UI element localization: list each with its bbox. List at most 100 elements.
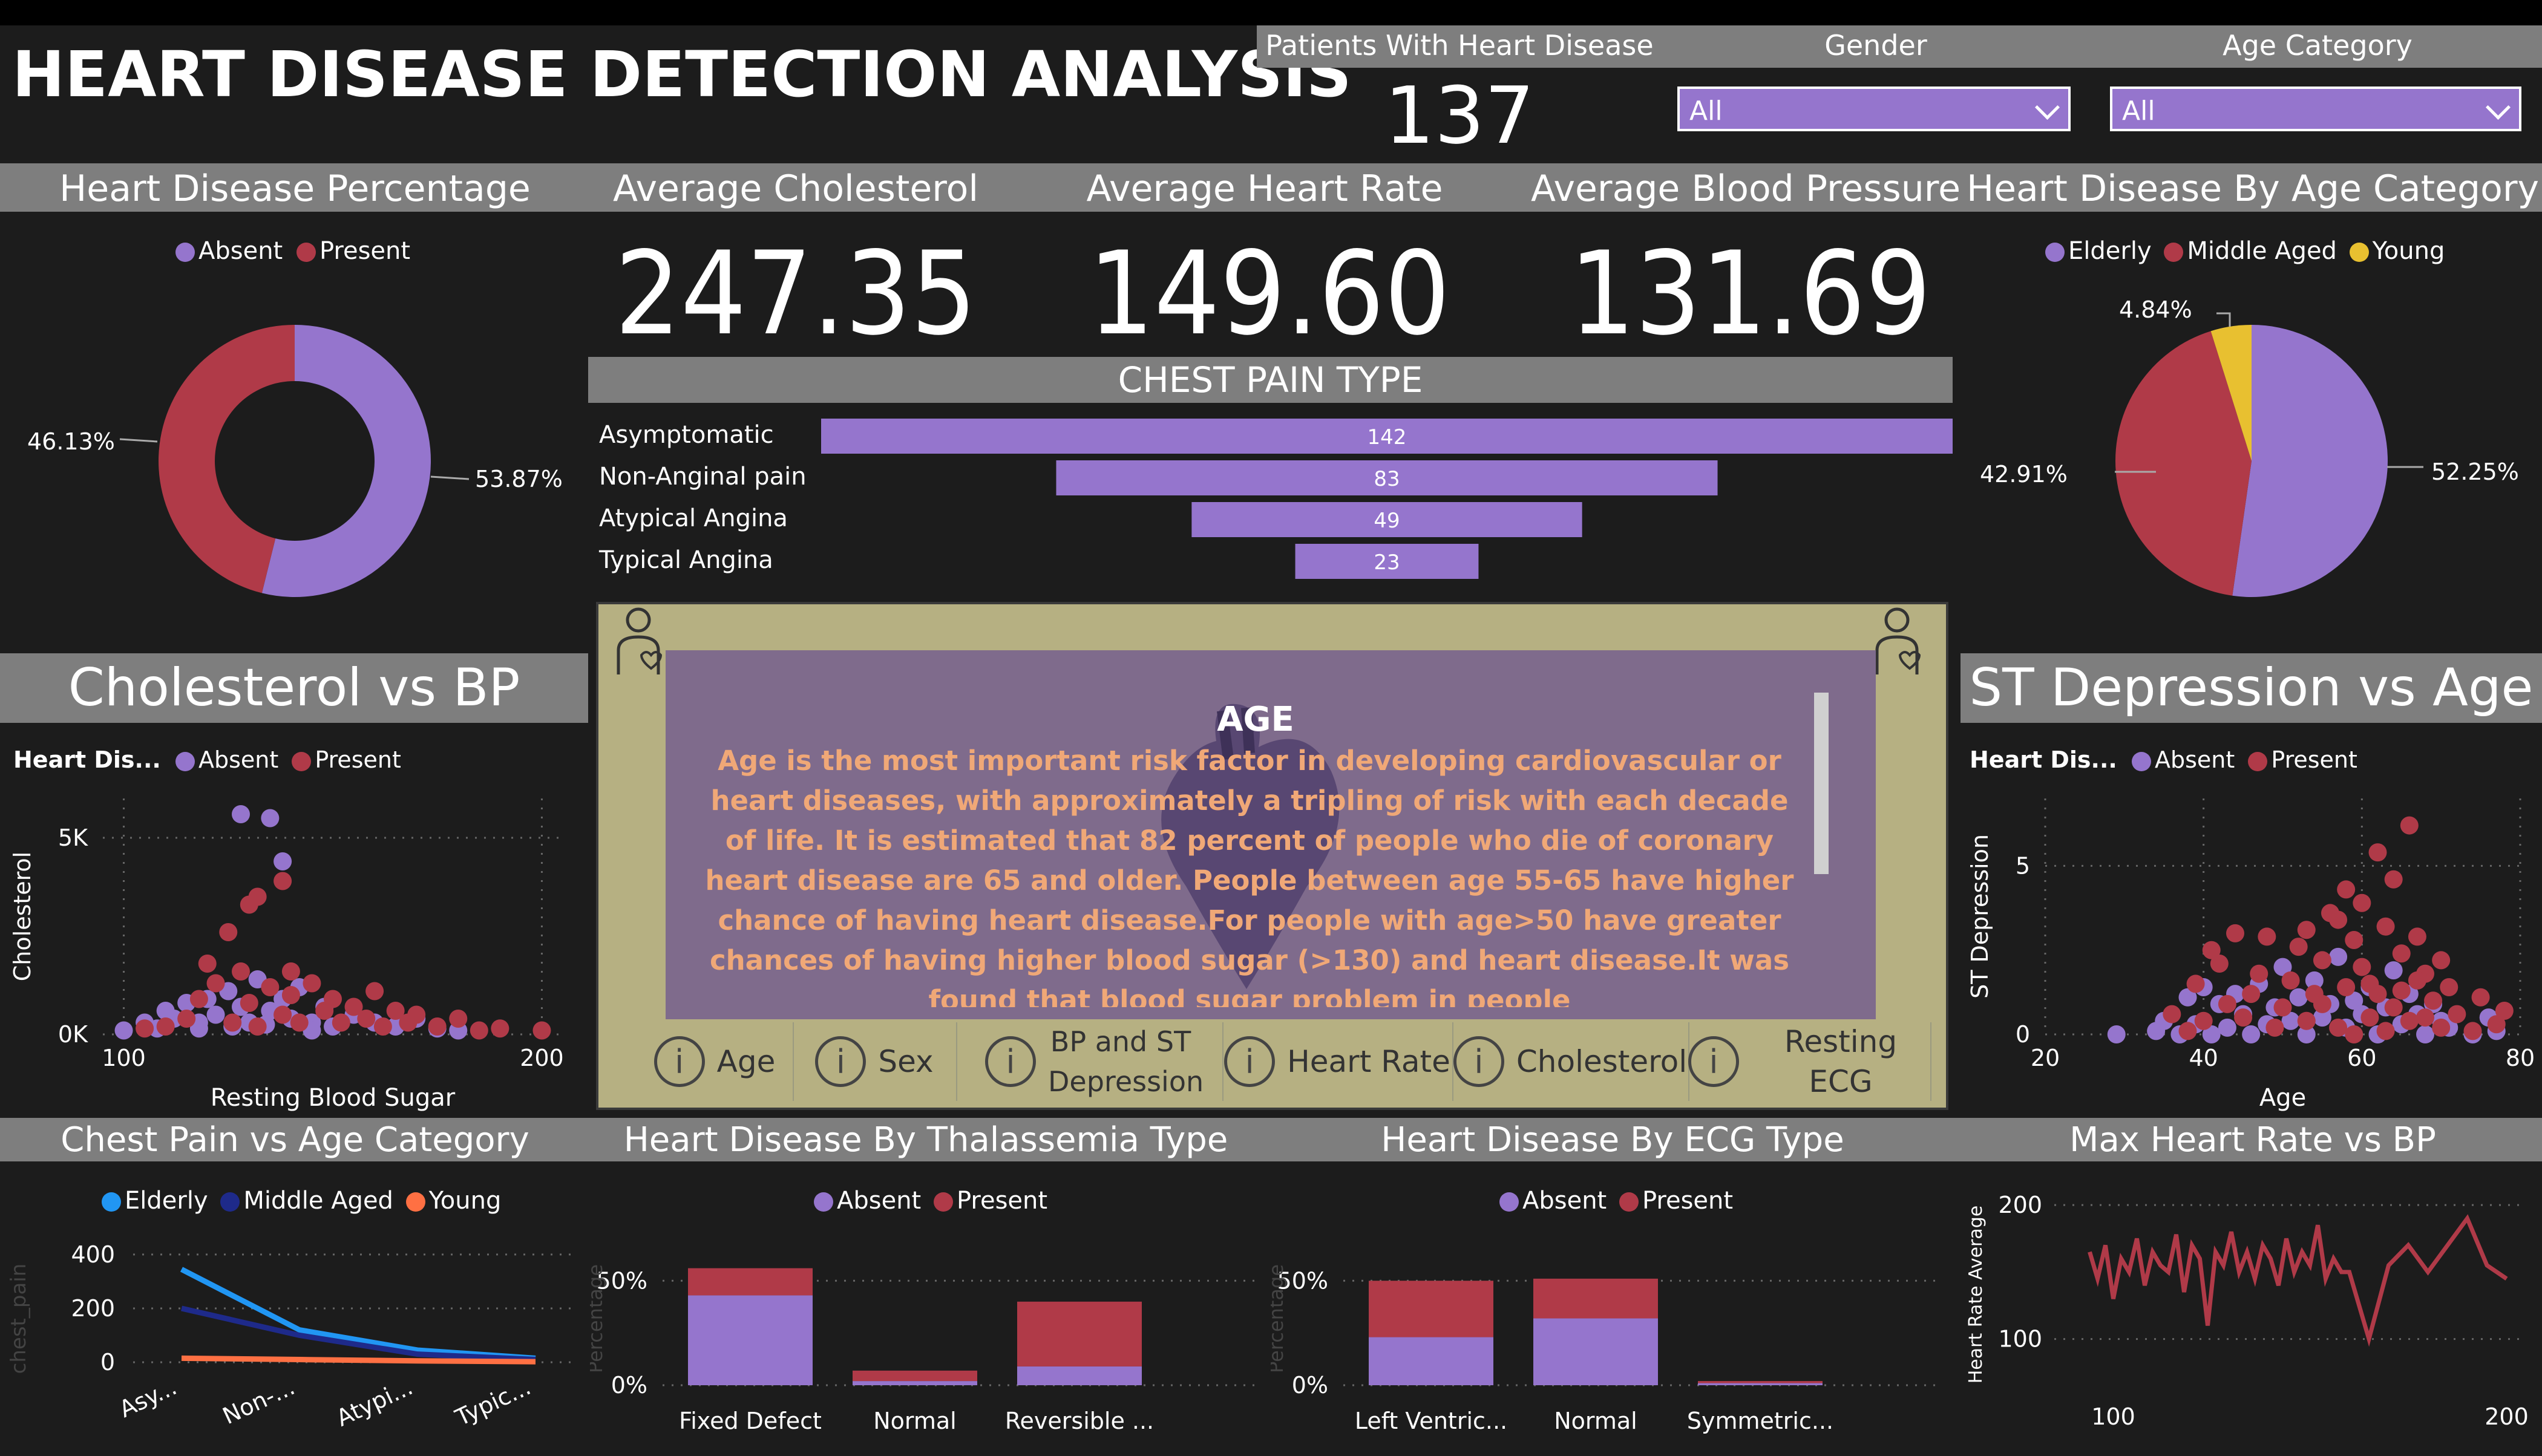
scatter-point-present (2202, 941, 2221, 959)
gender-filter-dropdown[interactable]: All (1677, 87, 2071, 131)
x-tick-label: Symmetric... (1687, 1408, 1833, 1434)
x-tick-label: Fixed Defect (679, 1408, 822, 1434)
scatter-point-present (2368, 985, 2387, 1004)
scatter-point-present (2416, 1008, 2434, 1027)
x-tick-label: Asy... (115, 1373, 180, 1423)
scatter-point-present (2495, 1002, 2514, 1020)
bar-segment-present (853, 1370, 977, 1382)
scatter-point-present (2210, 955, 2229, 973)
chest-pain-bar-chart: Asymptomatic 142 Non-Anginal pain 83 Atypica… (598, 419, 1953, 579)
legend-absent-label: Absent (198, 746, 279, 773)
legend-elderly-label: Elderly (2068, 237, 2152, 265)
y-axis-label: ST Depression (1967, 834, 1993, 999)
pie-slice-2 (2115, 331, 2252, 596)
age-filter-dropdown[interactable]: All (2110, 87, 2521, 131)
scatter-point-present (206, 974, 225, 993)
scatter-point-present (2234, 1008, 2253, 1027)
legend-middle-label: Middle Aged (243, 1187, 393, 1215)
scatter-point-absent (114, 1021, 133, 1040)
legend-absent-dot (1499, 1192, 1519, 1212)
scatter-point-present (2329, 1018, 2348, 1037)
scatter-point-present (2281, 971, 2300, 990)
tab-resting-ecg[interactable]: i Resting ECG (1688, 1022, 1931, 1101)
hd-age-label-middle: 42.91% (1980, 461, 2068, 488)
ecg-legend: Absent Present (1499, 1187, 1733, 1215)
scatter-point-present (2400, 1011, 2419, 1030)
scatter-point-present (386, 1002, 405, 1020)
legend-elderly-dot (102, 1192, 121, 1212)
legend-middle-label: Middle Aged (2187, 237, 2337, 265)
bar-segment-present (1698, 1381, 1823, 1383)
scatter-point-present (332, 1013, 350, 1032)
y-tick-label: 5K (58, 824, 88, 851)
tab-label: BP and ST Depression (1048, 1025, 1204, 1098)
x-tick-label: 80 (2506, 1045, 2535, 1071)
chest-pain-value-label: 83 (1374, 467, 1400, 491)
scatter-point-present (2265, 1018, 2284, 1037)
y-tick-label: 0K (58, 1021, 88, 1048)
legend-present-label: Present (1642, 1187, 1734, 1215)
tab-age[interactable]: i Age (637, 1022, 794, 1101)
chevron-down-icon (2485, 94, 2511, 120)
tab-label: Sex (878, 1044, 934, 1079)
scatter-point-present (2313, 994, 2331, 1013)
scatter-point-absent (2329, 947, 2348, 966)
legend-absent-dot (2131, 751, 2151, 771)
st-age-title: ST Depression vs Age (1961, 653, 2542, 723)
x-tick-label: 100 (2091, 1403, 2135, 1430)
tab-bp-and-st-depression[interactable]: i BP and ST Depression (956, 1022, 1224, 1101)
bar-segment-present (688, 1268, 813, 1296)
scatter-point-present (344, 997, 363, 1016)
leader-line (119, 438, 158, 443)
chest-pain-bar (1191, 502, 1582, 537)
scatter-point-present (532, 1021, 551, 1040)
scatter-point-present (2258, 927, 2276, 946)
hd-age-legend: Elderly Middle Aged Young (2045, 237, 2445, 265)
tab-cholesterol[interactable]: i Cholesterol (1452, 1022, 1689, 1101)
tab-sex[interactable]: i Sex (793, 1022, 957, 1101)
avg-cholesterol-label: Average Cholesterol (612, 168, 979, 210)
legend-present-label: Present (315, 746, 401, 773)
hr-bp-title: Max Heart Rate vs BP (2069, 1120, 2436, 1160)
line-series-middle-aged (180, 1305, 536, 1363)
scatter-point-present (2384, 870, 2403, 889)
y-tick-label: 0% (1292, 1372, 1328, 1399)
hd-percentage-title: Heart Disease Percentage (59, 168, 531, 210)
legend-elderly-label: Elderly (125, 1187, 208, 1215)
hd-age-label-elderly: 52.25% (2431, 459, 2519, 485)
legend-middle-dot (220, 1192, 240, 1212)
legend-absent-label: Absent (2154, 746, 2235, 773)
scatter-point-present (2337, 978, 2356, 996)
scatter-point-present (407, 1005, 426, 1024)
age-filter-value: All (2122, 96, 2155, 126)
chest-pain-bar (821, 419, 1953, 454)
legend-present-dot (2248, 751, 2268, 771)
hd-age-title: Heart Disease By Age Category (1966, 168, 2540, 210)
y-tick-label: 200 (1998, 1192, 2042, 1218)
info-scrollbar[interactable] (1814, 693, 1829, 874)
legend-present-label: Present (319, 237, 411, 265)
info-text-box: AGE Age is the most important risk facto… (666, 650, 1876, 1019)
info-icon: i (985, 1036, 1036, 1087)
scatter-point-present (2376, 1022, 2395, 1040)
kpi-patients-label-bar (1257, 25, 2542, 68)
info-icon: i (1453, 1036, 1504, 1087)
scatter-point-present (428, 1017, 447, 1036)
scatter-point-absent (2218, 1018, 2236, 1037)
x-tick-label: 20 (2031, 1045, 2060, 1071)
scatter-point-present (240, 994, 258, 1012)
tab-heart-rate[interactable]: i Heart Rate (1222, 1022, 1453, 1101)
doctor-icon (617, 607, 663, 674)
scatter-point-present (2250, 964, 2268, 983)
y-tick-label: 0 (2016, 1021, 2030, 1048)
scatter-point-present (2463, 1022, 2482, 1040)
tab-label: Resting ECG (1784, 1024, 1898, 1099)
x-tick-label: Typic... (451, 1373, 535, 1431)
scatter-point-present (2218, 994, 2236, 1013)
scatter-point-present (136, 1019, 154, 1038)
heart-icon (1161, 704, 1340, 989)
legend-present-label: Present (2271, 746, 2357, 773)
x-tick-label: Normal (1554, 1408, 1637, 1434)
scatter-point-present (232, 962, 250, 981)
chest-pain-value-label: 49 (1374, 509, 1400, 533)
